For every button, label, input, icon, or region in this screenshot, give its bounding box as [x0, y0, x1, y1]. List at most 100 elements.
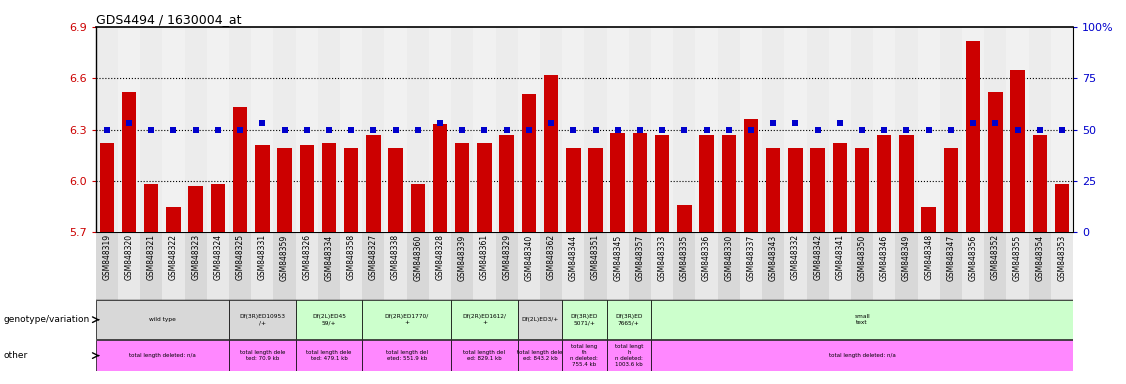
Text: GSM848348: GSM848348 [924, 234, 933, 280]
Bar [322, 143, 337, 232]
Text: Df(3R)ED10953
/+: Df(3R)ED10953 /+ [240, 314, 285, 325]
Bar [518, 27, 540, 232]
Text: GSM848342: GSM848342 [813, 234, 822, 280]
Bar [343, 149, 358, 232]
Bar [274, 232, 296, 300]
Bar [811, 149, 825, 232]
Text: GSM848325: GSM848325 [235, 234, 244, 280]
Bar [806, 232, 829, 300]
Bar [717, 232, 740, 300]
Text: GSM848355: GSM848355 [1013, 234, 1022, 281]
Bar [251, 27, 274, 232]
Bar [521, 94, 536, 232]
Bar [699, 135, 714, 232]
Bar [162, 232, 185, 300]
Bar [318, 27, 340, 232]
Bar [696, 27, 717, 232]
Text: total length deleted: n/a: total length deleted: n/a [829, 353, 895, 358]
Bar [1010, 70, 1025, 232]
Bar [851, 27, 873, 232]
Bar [406, 27, 429, 232]
Bar [452, 300, 518, 339]
Bar [229, 27, 251, 232]
Bar [432, 124, 447, 232]
Bar [873, 232, 895, 300]
Bar [318, 232, 340, 300]
Text: total length dele
ted: 479.1 kb: total length dele ted: 479.1 kb [306, 350, 351, 361]
Bar [895, 232, 918, 300]
Bar [762, 27, 785, 232]
Bar [584, 232, 607, 300]
Bar [989, 92, 1002, 232]
Bar [96, 300, 229, 339]
Bar [900, 135, 913, 232]
Bar [388, 149, 403, 232]
Bar [429, 27, 452, 232]
Bar [584, 27, 607, 232]
Bar [766, 149, 780, 232]
Bar [1007, 232, 1029, 300]
Bar [1029, 232, 1051, 300]
Bar [607, 232, 628, 300]
Bar [762, 232, 785, 300]
Text: total length del
eted: 551.9 kb: total length del eted: 551.9 kb [386, 350, 428, 361]
Text: GSM848345: GSM848345 [614, 234, 623, 281]
Text: total length dele
ed: 843.2 kb: total length dele ed: 843.2 kb [517, 350, 563, 361]
Bar [696, 232, 717, 300]
Bar [984, 232, 1007, 300]
Text: total length dele
ted: 70.9 kb: total length dele ted: 70.9 kb [240, 350, 285, 361]
Bar [655, 135, 669, 232]
Text: GSM848346: GSM848346 [879, 234, 888, 281]
Text: GSM848330: GSM848330 [724, 234, 733, 281]
Bar [140, 27, 162, 232]
Bar [651, 341, 1073, 371]
Text: GSM848334: GSM848334 [324, 234, 333, 281]
Text: GSM848340: GSM848340 [525, 234, 534, 281]
Bar [788, 149, 803, 232]
Text: GSM848319: GSM848319 [102, 234, 111, 280]
Bar [99, 143, 114, 232]
Text: GSM848361: GSM848361 [480, 234, 489, 280]
Text: GSM848349: GSM848349 [902, 234, 911, 281]
Bar [940, 232, 962, 300]
Text: genotype/variation: genotype/variation [3, 315, 90, 324]
Bar [829, 27, 851, 232]
Bar [366, 135, 381, 232]
Bar [185, 27, 207, 232]
Bar [229, 232, 251, 300]
Bar [829, 232, 851, 300]
Bar [162, 27, 185, 232]
Bar [895, 27, 918, 232]
Text: GSM848338: GSM848338 [391, 234, 400, 280]
Bar [518, 232, 540, 300]
Bar [722, 135, 736, 232]
Bar [1051, 27, 1073, 232]
Text: GSM848358: GSM848358 [347, 234, 356, 280]
Text: Df(2R)ED1770/
+: Df(2R)ED1770/ + [385, 314, 429, 325]
Text: GSM848356: GSM848356 [968, 234, 977, 281]
Bar [363, 27, 384, 232]
Bar [966, 41, 981, 232]
Bar [96, 27, 118, 232]
Bar [144, 184, 159, 232]
Text: GSM848339: GSM848339 [458, 234, 466, 281]
Bar [944, 149, 958, 232]
Text: total lengt
h
n deleted:
1003.6 kb: total lengt h n deleted: 1003.6 kb [615, 344, 643, 367]
Bar [1007, 27, 1029, 232]
Bar [452, 341, 518, 371]
Bar [167, 207, 180, 232]
Bar [229, 341, 296, 371]
Bar [188, 186, 203, 232]
Bar [300, 145, 314, 232]
Text: GDS4494 / 1630004_at: GDS4494 / 1630004_at [96, 13, 241, 26]
Text: GSM848322: GSM848322 [169, 234, 178, 280]
Bar [363, 341, 452, 371]
Bar [452, 232, 473, 300]
Bar [207, 232, 229, 300]
Bar [1029, 27, 1051, 232]
Text: GSM848353: GSM848353 [1057, 234, 1066, 281]
Bar [940, 27, 962, 232]
Bar [562, 300, 607, 339]
Bar [473, 27, 495, 232]
Bar [118, 232, 140, 300]
